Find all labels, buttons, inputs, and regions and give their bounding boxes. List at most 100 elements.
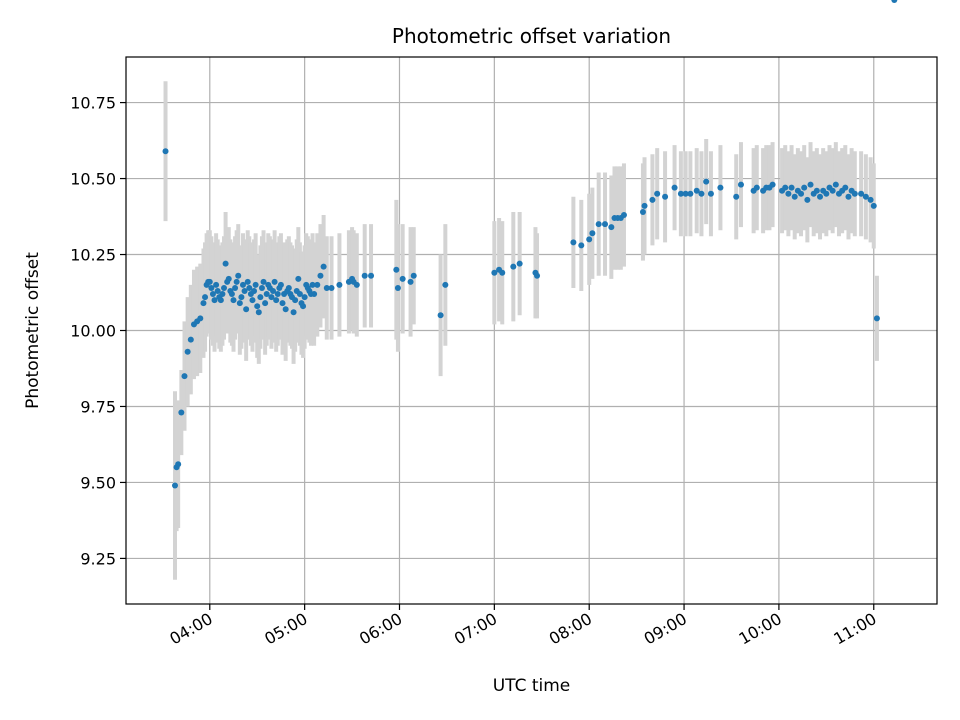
data-point bbox=[279, 300, 286, 307]
data-point bbox=[399, 275, 406, 282]
data-point bbox=[202, 294, 209, 301]
data-point bbox=[510, 263, 517, 270]
y-tick-label: 9.75 bbox=[80, 397, 116, 416]
data-point bbox=[703, 178, 710, 185]
data-point bbox=[693, 187, 700, 194]
data-point bbox=[232, 284, 239, 291]
data-point bbox=[311, 291, 318, 298]
data-point bbox=[233, 278, 240, 285]
data-point bbox=[301, 294, 308, 301]
data-point bbox=[268, 294, 275, 301]
data-point bbox=[707, 190, 714, 197]
data-point bbox=[368, 272, 375, 279]
y-tick-label: 10.50 bbox=[70, 170, 116, 189]
data-point bbox=[845, 193, 852, 200]
data-point bbox=[270, 287, 277, 294]
data-point bbox=[273, 297, 280, 304]
data-point bbox=[677, 190, 684, 197]
data-point bbox=[320, 263, 327, 270]
data-point bbox=[175, 461, 182, 468]
data-points bbox=[162, 0, 898, 489]
data-point bbox=[257, 294, 264, 301]
data-point bbox=[394, 284, 401, 291]
data-point bbox=[737, 181, 744, 188]
data-point bbox=[228, 291, 235, 298]
data-point bbox=[516, 260, 523, 267]
data-point bbox=[801, 184, 808, 191]
data-point bbox=[206, 278, 213, 285]
data-point bbox=[246, 284, 253, 291]
data-point bbox=[252, 281, 259, 288]
data-point bbox=[222, 260, 229, 267]
data-point bbox=[858, 190, 865, 197]
data-point bbox=[235, 272, 242, 279]
x-tick-label: 11:00 bbox=[830, 609, 879, 649]
data-point bbox=[285, 284, 292, 291]
data-point bbox=[873, 315, 880, 322]
y-tick-label: 10.25 bbox=[70, 246, 116, 265]
data-point bbox=[442, 281, 449, 288]
data-point bbox=[214, 287, 221, 294]
data-point bbox=[184, 348, 191, 355]
data-point bbox=[867, 196, 874, 203]
data-point bbox=[717, 184, 724, 191]
data-point bbox=[251, 287, 258, 294]
data-point bbox=[172, 482, 179, 489]
data-point bbox=[187, 336, 194, 343]
data-point bbox=[842, 184, 849, 191]
data-point bbox=[262, 300, 269, 307]
data-point bbox=[239, 281, 246, 288]
data-point bbox=[263, 291, 270, 298]
data-point bbox=[595, 221, 602, 228]
data-point bbox=[578, 242, 585, 249]
data-point bbox=[791, 193, 798, 200]
data-point bbox=[662, 193, 669, 200]
data-point bbox=[733, 193, 740, 200]
data-point bbox=[309, 281, 316, 288]
data-point bbox=[292, 297, 299, 304]
x-tick-label: 06:00 bbox=[356, 609, 405, 649]
data-point bbox=[213, 281, 220, 288]
data-point bbox=[217, 297, 224, 304]
data-point bbox=[230, 297, 237, 304]
data-point bbox=[649, 196, 656, 203]
data-point bbox=[410, 272, 417, 279]
data-point bbox=[671, 184, 678, 191]
data-point bbox=[317, 272, 324, 279]
data-point bbox=[241, 287, 248, 294]
data-point bbox=[823, 190, 830, 197]
data-point bbox=[698, 190, 705, 197]
data-point bbox=[891, 0, 898, 3]
data-point bbox=[361, 272, 368, 279]
data-point bbox=[277, 281, 284, 288]
data-point bbox=[602, 221, 609, 228]
data-point bbox=[829, 187, 836, 194]
data-point bbox=[782, 184, 789, 191]
data-point bbox=[314, 281, 321, 288]
data-point bbox=[654, 190, 661, 197]
data-point bbox=[208, 284, 215, 291]
data-point bbox=[832, 181, 839, 188]
data-point bbox=[608, 224, 615, 231]
data-point bbox=[586, 236, 593, 243]
data-point bbox=[323, 284, 330, 291]
y-axis-label: Photometric offset bbox=[23, 252, 43, 409]
data-point bbox=[211, 297, 218, 304]
data-point bbox=[534, 272, 541, 279]
data-point bbox=[788, 184, 795, 191]
x-tick-label: 08:00 bbox=[546, 609, 595, 649]
y-tick-label: 9.25 bbox=[80, 549, 116, 568]
data-point bbox=[300, 303, 307, 310]
data-point bbox=[639, 208, 646, 215]
data-point bbox=[236, 300, 243, 307]
data-point bbox=[769, 181, 776, 188]
data-point bbox=[491, 269, 498, 276]
data-point bbox=[807, 181, 814, 188]
data-point bbox=[570, 239, 577, 246]
chart-title: Photometric offset variation bbox=[392, 24, 671, 48]
data-point bbox=[620, 212, 627, 219]
data-point bbox=[255, 309, 262, 316]
data-point bbox=[209, 291, 216, 298]
data-point bbox=[641, 202, 648, 209]
